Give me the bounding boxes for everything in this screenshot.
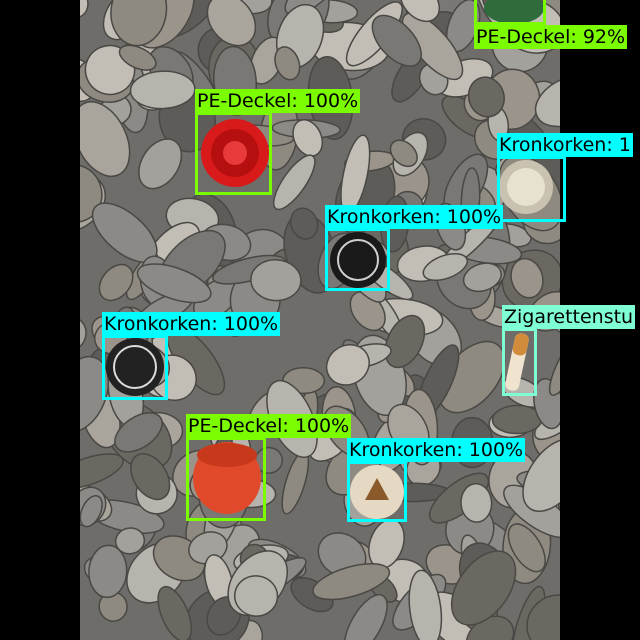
pebble — [80, 453, 124, 490]
green-cap-partial — [484, 0, 544, 24]
pebble — [233, 575, 279, 617]
detection-label-kronkorken-1: Kronkorken: 1 — [497, 133, 633, 157]
pebble — [325, 344, 370, 386]
pebble — [250, 259, 302, 302]
detection-label-kronkorken-4: Kronkorken: 100% — [347, 438, 526, 462]
pebble — [272, 154, 316, 211]
crown-cap-1 — [330, 232, 386, 288]
pebble — [98, 263, 134, 302]
pebble — [292, 119, 324, 157]
detection-label-pe-deckel-3: PE-Deckel: 100% — [186, 414, 352, 438]
pebble — [274, 46, 301, 81]
pebble — [80, 164, 103, 223]
pebble — [80, 355, 110, 433]
pebble — [389, 139, 418, 168]
detection-label-zigarettenstummel: Zigarettenstu — [502, 305, 636, 329]
pebble — [371, 14, 422, 67]
detection-box-pe-deckel-1 — [474, 0, 546, 25]
pebble — [129, 70, 196, 110]
red-cap-bottom — [193, 442, 261, 514]
pebble — [510, 257, 544, 299]
pebble — [80, 316, 87, 351]
pebble — [422, 252, 469, 282]
pebble — [534, 74, 560, 128]
detection-box-pe-deckel-3 — [186, 437, 266, 521]
pebble — [289, 207, 319, 240]
pebble — [206, 0, 257, 47]
detection-box-pe-deckel-2 — [195, 112, 272, 195]
detection-label-pe-deckel-1: PE-Deckel: 92% — [474, 25, 628, 49]
detection-box-kronkorken-1 — [497, 156, 566, 222]
pebble — [114, 412, 163, 453]
pebble — [491, 404, 543, 435]
detection-label-kronkorken-3: Kronkorken: 100% — [102, 312, 281, 336]
pebble — [138, 138, 183, 190]
crown-cap-4 — [350, 465, 404, 519]
pebble — [450, 550, 517, 626]
pebble — [136, 263, 212, 304]
pebble — [548, 332, 560, 396]
detection-box-kronkorken-3 — [102, 335, 168, 400]
pebble — [343, 594, 388, 640]
pebble — [284, 0, 342, 16]
pebble — [130, 453, 171, 501]
cigarette-butt — [505, 333, 529, 391]
pebble — [460, 482, 493, 523]
detection-box-kronkorken-2 — [325, 228, 390, 291]
pebble-photo — [80, 0, 560, 640]
pebble — [507, 523, 546, 573]
detection-box-kronkorken-4 — [347, 461, 407, 522]
pebble — [526, 594, 560, 640]
pebble — [80, 495, 103, 528]
detection-box-zigarettenstummel — [502, 328, 537, 396]
pebble — [522, 438, 560, 512]
pebble-background — [80, 0, 560, 640]
crown-cap-3 — [499, 160, 553, 214]
pebble — [80, 101, 131, 178]
crown-cap-2 — [106, 338, 164, 396]
pebble — [157, 585, 193, 640]
red-cap-top — [201, 119, 269, 187]
pebble — [399, 0, 441, 23]
pebble — [408, 569, 443, 640]
pebble — [467, 76, 505, 118]
pebble — [462, 262, 502, 293]
detection-label-kronkorken-2: Kronkorken: 100% — [325, 205, 504, 229]
pebble — [312, 563, 391, 601]
pebble — [118, 44, 157, 71]
pebble — [384, 314, 426, 369]
detection-label-pe-deckel-2: PE-Deckel: 100% — [195, 89, 361, 113]
pebble — [88, 544, 128, 599]
pebble — [114, 527, 146, 555]
